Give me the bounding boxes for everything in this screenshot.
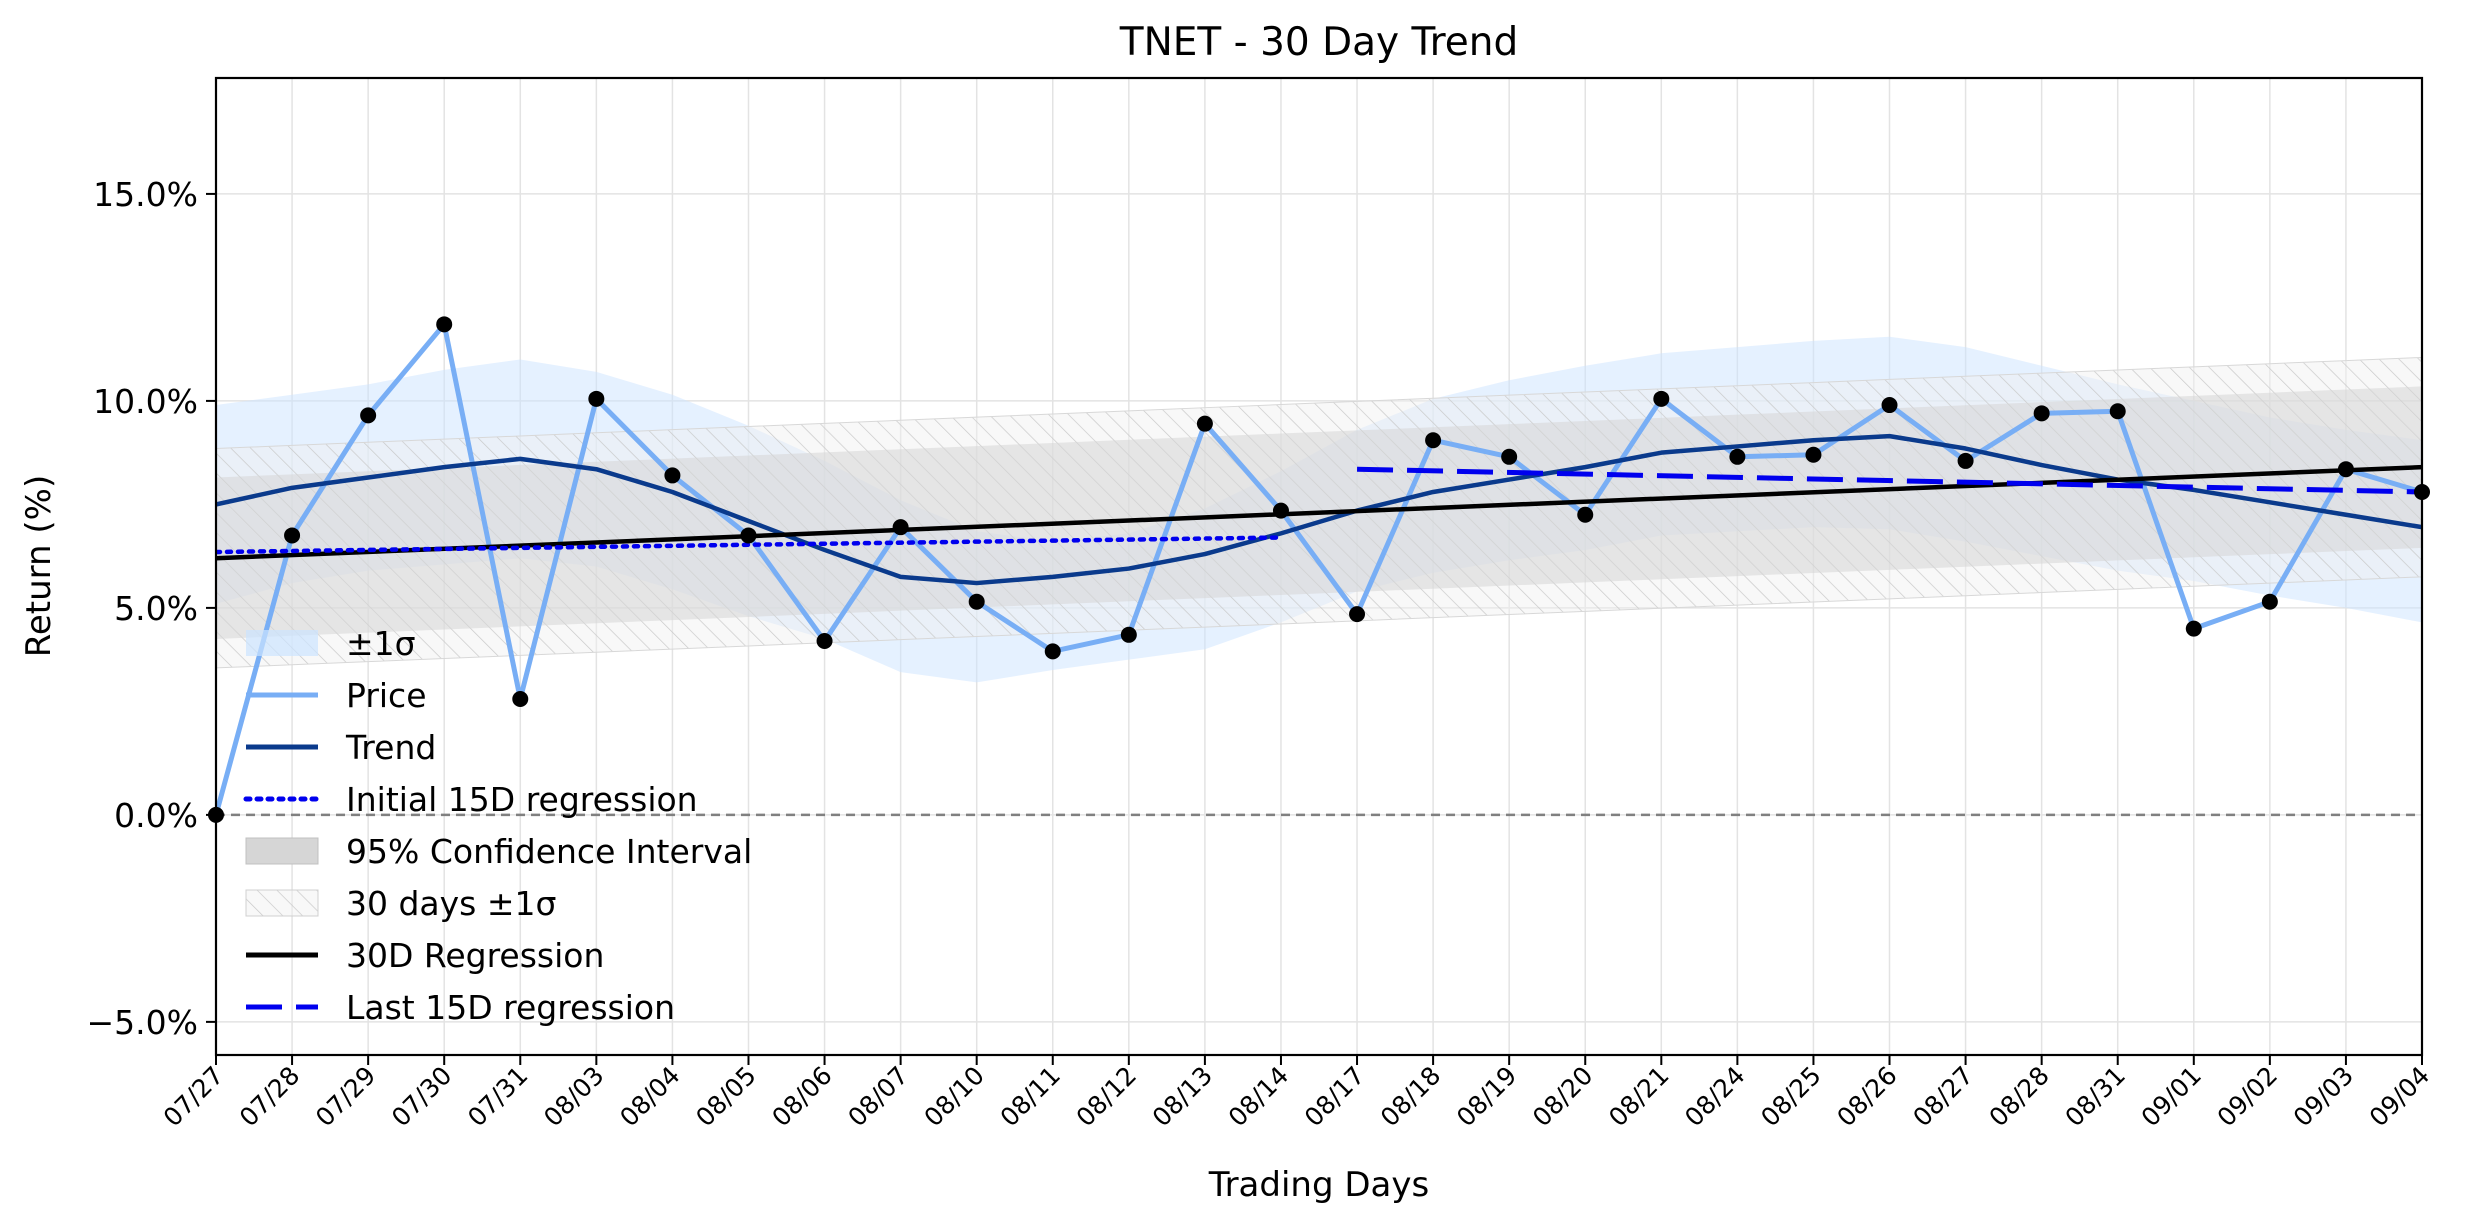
price-point bbox=[1196, 415, 1213, 432]
legend-swatch-ci bbox=[245, 837, 319, 865]
price-point bbox=[1653, 390, 1670, 407]
x-tick-label: 08/24 bbox=[1679, 1061, 1750, 1132]
y-tick-label: −5.0% bbox=[87, 1003, 199, 1042]
x-tick-label: 09/03 bbox=[2288, 1061, 2359, 1132]
legend-swatch-sigma bbox=[246, 630, 318, 656]
series-lines bbox=[216, 321, 2422, 817]
price-line bbox=[216, 321, 2422, 816]
price-point bbox=[2261, 593, 2278, 610]
y-tick-label: 15.0% bbox=[93, 175, 198, 214]
legend-label: 30 days ±1σ bbox=[346, 884, 556, 923]
x-tick-label: 08/14 bbox=[1223, 1061, 1294, 1132]
price-point bbox=[740, 527, 757, 544]
price-point bbox=[1881, 397, 1898, 414]
y-tick-label: 10.0% bbox=[93, 382, 198, 421]
x-tick-label: 08/05 bbox=[690, 1061, 761, 1132]
legend-label: 95% Confidence Interval bbox=[346, 832, 752, 871]
x-tick-label: 07/31 bbox=[462, 1061, 533, 1132]
legend-label: Last 15D regression bbox=[346, 988, 675, 1027]
legend-item: Last 15D regression bbox=[246, 988, 675, 1027]
price-point bbox=[588, 390, 605, 407]
price-point bbox=[1577, 506, 1594, 523]
x-tick-label: 08/31 bbox=[2060, 1061, 2131, 1132]
x-tick-label: 08/18 bbox=[1375, 1061, 1446, 1132]
chart-title: TNET - 30 Day Trend bbox=[1119, 20, 1519, 65]
x-tick-label: 08/03 bbox=[538, 1061, 609, 1132]
x-tick-label: 07/28 bbox=[234, 1061, 305, 1132]
y-axis-label: Return (%) bbox=[19, 475, 59, 657]
legend-item: 30D Regression bbox=[246, 936, 604, 975]
legend-label: ±1σ bbox=[346, 624, 416, 663]
price-point bbox=[284, 527, 301, 544]
legend-item: 95% Confidence Interval bbox=[245, 832, 752, 871]
legend-item: Trend bbox=[246, 728, 436, 767]
price-point bbox=[2185, 620, 2202, 637]
x-tick-label: 08/26 bbox=[1831, 1061, 1902, 1132]
legend-label: Initial 15D regression bbox=[346, 780, 698, 819]
x-tick-label: 08/11 bbox=[995, 1061, 1066, 1132]
x-tick-label: 08/07 bbox=[842, 1061, 913, 1132]
x-axis-label: Trading Days bbox=[1208, 1165, 1429, 1205]
x-tick-label: 08/20 bbox=[1527, 1061, 1598, 1132]
x-tick-label: 08/25 bbox=[1755, 1061, 1826, 1132]
x-tick-label: 09/04 bbox=[2364, 1061, 2435, 1132]
price-point bbox=[1272, 502, 1289, 519]
x-tick-label: 07/30 bbox=[386, 1061, 457, 1132]
x-tick-label: 09/02 bbox=[2212, 1061, 2283, 1132]
y-tick-label: 5.0% bbox=[114, 589, 198, 628]
x-tick-label: 08/28 bbox=[1983, 1061, 2054, 1132]
price-point bbox=[2109, 403, 2126, 420]
legend-label: Price bbox=[346, 676, 427, 715]
x-tick-label: 07/29 bbox=[310, 1061, 381, 1132]
legend-item: Initial 15D regression bbox=[243, 780, 698, 819]
price-point bbox=[816, 633, 833, 650]
x-axis-ticks: 07/27 07/28 07/29 07/30 07/31 08/03 08/04 08/05… bbox=[158, 1055, 2435, 1132]
x-tick-label: 08/10 bbox=[918, 1061, 989, 1132]
x-tick-label: 08/04 bbox=[614, 1061, 685, 1132]
y-axis-ticks: −5.0% 0.0% 5.0% 10.0% 15.0% bbox=[87, 175, 216, 1042]
y-tick-label: 0.0% bbox=[114, 796, 198, 835]
x-tick-label: 08/19 bbox=[1451, 1061, 1522, 1132]
legend-item: ±1σ bbox=[246, 624, 416, 663]
legend-item: Price bbox=[246, 676, 427, 715]
price-point bbox=[1805, 446, 1822, 463]
legend-swatch-30d-sigma bbox=[245, 889, 319, 917]
price-point bbox=[1349, 606, 1366, 623]
legend-label: 30D Regression bbox=[346, 936, 604, 975]
price-point bbox=[2033, 405, 2050, 422]
price-point bbox=[512, 690, 529, 707]
legend: ±1σ Price Trend Initial 15D regression 95% C… bbox=[243, 624, 752, 1027]
initial-15d-regression-line bbox=[216, 535, 1284, 555]
price-point bbox=[664, 467, 681, 484]
legend-label: Trend bbox=[345, 728, 436, 767]
x-tick-label: 08/12 bbox=[1071, 1061, 1142, 1132]
x-tick-label: 08/17 bbox=[1299, 1061, 1370, 1132]
price-point bbox=[1957, 452, 1974, 469]
x-tick-label: 08/21 bbox=[1603, 1061, 1674, 1132]
x-tick-label: 07/27 bbox=[158, 1061, 229, 1132]
x-tick-label: 09/01 bbox=[2136, 1061, 2207, 1132]
price-point bbox=[436, 316, 453, 333]
price-point bbox=[1044, 643, 1061, 660]
bands bbox=[216, 336, 2422, 683]
x-tick-label: 08/13 bbox=[1147, 1061, 1218, 1132]
last-15d-regression-line bbox=[1356, 466, 2422, 495]
price-point bbox=[360, 407, 377, 424]
legend-item: 30 days ±1σ bbox=[245, 884, 556, 923]
price-point bbox=[892, 519, 909, 536]
price-point bbox=[1425, 432, 1442, 449]
x-tick-label: 08/27 bbox=[1907, 1061, 1978, 1132]
price-point bbox=[1120, 626, 1137, 643]
regression-30d-line bbox=[216, 464, 2422, 561]
x-tick-label: 08/06 bbox=[766, 1061, 837, 1132]
trend-line bbox=[216, 433, 2422, 586]
price-point bbox=[1501, 448, 1518, 465]
price-point bbox=[2337, 461, 2354, 478]
price-point bbox=[1729, 448, 1746, 465]
price-point bbox=[968, 593, 985, 610]
plot-frame bbox=[214, 76, 2424, 1057]
